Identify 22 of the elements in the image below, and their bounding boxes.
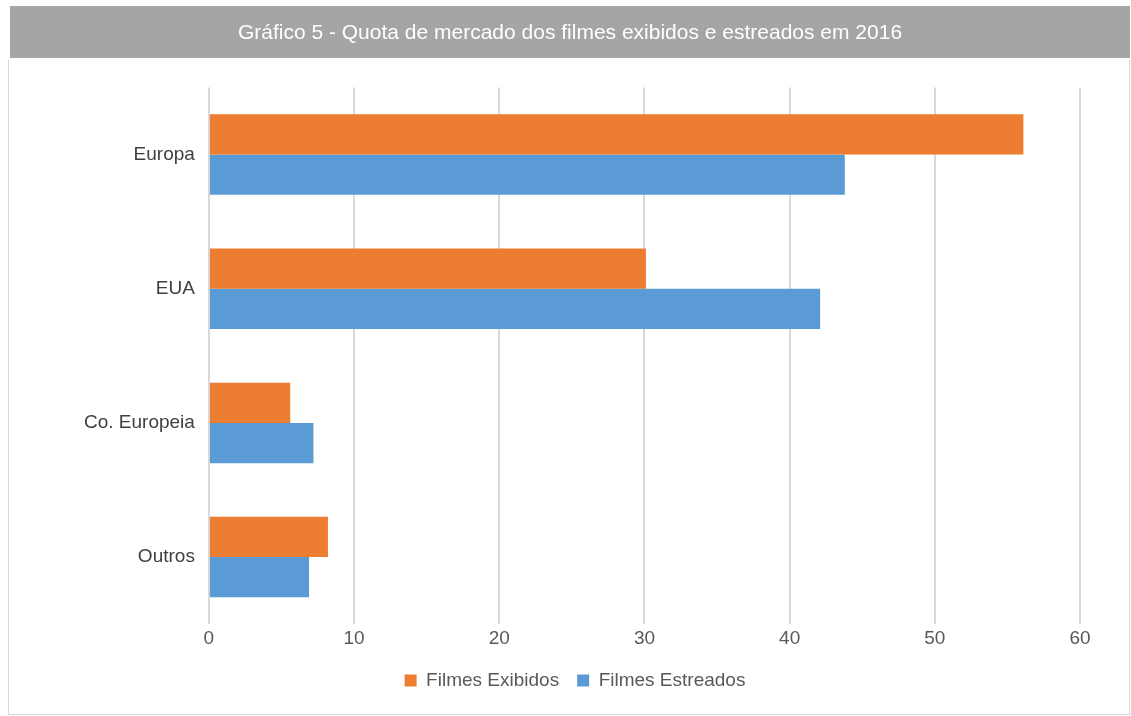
bar	[209, 114, 1024, 155]
bar	[209, 154, 845, 195]
y-tick-label: EUA	[155, 276, 196, 298]
bar	[209, 516, 328, 558]
x-tick-label: 50	[924, 626, 946, 648]
x-tick-label: 30	[633, 626, 656, 648]
x-tick-label: 20	[488, 626, 510, 648]
y-tick-label: Co. Europeia	[84, 411, 196, 433]
x-tick-label: 10	[343, 626, 365, 648]
chart-title: Gráfico 5 - Quota de mercado dos filmes exibidos e estreados em 2016	[10, 6, 1130, 58]
y-tick-label: Outros	[137, 545, 195, 567]
x-tick-label: 0	[203, 626, 215, 648]
x-tick-label: 40	[779, 626, 801, 648]
bar	[209, 557, 310, 598]
bar	[209, 288, 821, 329]
bar	[209, 382, 291, 423]
y-tick-label: Europa	[133, 142, 196, 164]
legend-label: Filmes Estreados	[598, 668, 746, 690]
legend-label: Filmes Exibidos	[426, 668, 560, 690]
x-tick-label: 60	[1069, 626, 1091, 648]
bar	[209, 248, 646, 289]
bar	[209, 422, 314, 464]
